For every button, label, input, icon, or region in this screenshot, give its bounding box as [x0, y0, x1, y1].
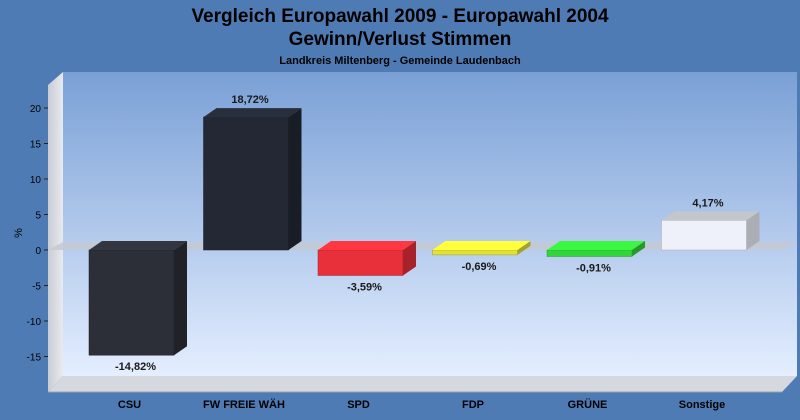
category-labels: CSU FW FREIE WÄH SPD FDP GRÜNE Sonstige [118, 398, 725, 411]
bar-top [318, 241, 416, 250]
bar-front [317, 249, 404, 276]
plot-left-wall [48, 72, 63, 392]
category-label: Sonstige [679, 399, 725, 411]
bar-side [403, 241, 416, 276]
bar-top [432, 241, 531, 250]
data-label: -3,59% [347, 281, 382, 293]
category-label: FW FREIE WÄH [203, 398, 285, 411]
category-label: CSU [118, 399, 141, 411]
bar-top [203, 108, 302, 118]
y-tick-label: -5 [32, 282, 41, 293]
category-label: SPD [347, 399, 370, 411]
y-axis-ticks: -15 -10 -5 0 5 10 15 20 [27, 104, 48, 364]
category-label: GRÜNE [568, 398, 608, 411]
y-tick-label: 10 [30, 175, 42, 186]
bar-1: 18,72% [203, 94, 302, 251]
data-label: -14,82% [115, 361, 156, 373]
bar-5: 4,17% [661, 197, 760, 251]
y-tick-label: 5 [35, 211, 41, 222]
bar-side [517, 241, 531, 255]
y-tick-label: 20 [30, 104, 42, 115]
bar-3: -0,69% [432, 241, 531, 273]
y-tick-label: -15 [27, 353, 42, 364]
bars: -14,82% 18,72% -3,59% -0,69% -0,91% 4,17% [88, 94, 760, 373]
bar-top [547, 241, 645, 250]
bar-top [89, 241, 187, 250]
data-label: -0,91% [576, 262, 611, 274]
bar-side [174, 241, 187, 356]
data-label: 18,72% [231, 94, 269, 106]
bar-front [203, 116, 289, 251]
bar-front [661, 220, 747, 251]
bar-front [88, 249, 175, 356]
bar-side [288, 108, 302, 250]
data-label: -0,69% [462, 261, 497, 273]
category-label: FDP [462, 399, 484, 411]
bar-side [632, 241, 645, 257]
bar-2: -3,59% [317, 241, 416, 293]
y-tick-label: 15 [30, 140, 42, 151]
bar-front [432, 249, 518, 256]
y-tick-label: 0 [35, 246, 41, 257]
bar-0: -14,82% [88, 241, 187, 373]
data-label: 4,17% [692, 197, 723, 209]
bar-side [746, 211, 760, 250]
chart-subtitle: Gewinn/Verlust Stimmen [289, 29, 512, 50]
plot-floor [48, 376, 797, 392]
bar-front [546, 249, 633, 257]
chart-caption: Landkreis Miltenberg - Gemeinde Laudenba… [279, 55, 521, 67]
y-tick-label: -10 [27, 317, 42, 328]
bar-4: -0,91% [546, 241, 645, 274]
chart-title: Vergleich Europawahl 2009 - Europawahl 2… [191, 6, 609, 27]
bar-top [661, 211, 760, 221]
y-axis-label: % [13, 228, 25, 238]
